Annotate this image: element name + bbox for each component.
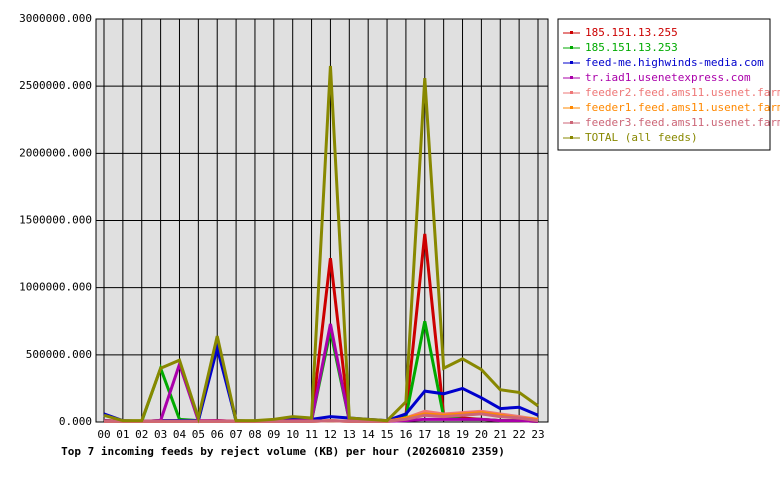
legend-label: TOTAL (all feeds) bbox=[585, 131, 698, 144]
x-tick-label: 13 bbox=[343, 428, 356, 441]
x-tick-label: 12 bbox=[324, 428, 337, 441]
chart-title: Top 7 incoming feeds by reject volume (K… bbox=[61, 445, 505, 458]
x-tick-label: 21 bbox=[494, 428, 507, 441]
x-tick-label: 06 bbox=[211, 428, 224, 441]
legend-label: feeder1.feed.ams11.usenet.farm bbox=[585, 101, 780, 114]
legend-label: feeder2.feed.ams11.usenet.farm bbox=[585, 86, 780, 99]
legend-label: 185.151.13.253 bbox=[585, 41, 678, 54]
x-tick-label: 10 bbox=[286, 428, 299, 441]
series-line bbox=[103, 65, 539, 424]
x-tick-label: 01 bbox=[116, 428, 129, 441]
legend-marker bbox=[570, 61, 573, 64]
x-tick-label: 17 bbox=[418, 428, 431, 441]
x-tick-label: 08 bbox=[248, 428, 261, 441]
legend-marker bbox=[570, 91, 573, 94]
x-tick-label: 15 bbox=[380, 428, 393, 441]
x-tick-label: 09 bbox=[267, 428, 280, 441]
x-tick-label: 02 bbox=[135, 428, 148, 441]
legend-box bbox=[557, 18, 771, 151]
y-tick-label: 1500000.000 bbox=[19, 214, 92, 227]
x-tick-label: 22 bbox=[513, 428, 526, 441]
x-tick-label: 19 bbox=[456, 428, 469, 441]
y-tick-label: 2000000.000 bbox=[19, 146, 92, 159]
x-tick-label: 18 bbox=[437, 428, 450, 441]
y-tick-label: 0.000 bbox=[59, 415, 92, 428]
legend-label: 185.151.13.255 bbox=[585, 26, 678, 39]
x-tick-label: 23 bbox=[531, 428, 544, 441]
legend-marker bbox=[570, 31, 573, 34]
x-tick-label: 04 bbox=[173, 428, 187, 441]
series-line bbox=[103, 323, 539, 423]
legend-label: tr.iad1.usenetexpress.com bbox=[585, 71, 751, 84]
y-tick-label: 500000.000 bbox=[26, 348, 92, 361]
y-tick-label: 1000000.000 bbox=[19, 281, 92, 294]
x-tick-label: 20 bbox=[475, 428, 488, 441]
legend-marker bbox=[570, 136, 573, 139]
x-tick-label: 16 bbox=[399, 428, 412, 441]
legend-marker bbox=[570, 76, 573, 79]
y-tick-label: 2500000.000 bbox=[19, 79, 92, 92]
x-tick-label: 03 bbox=[154, 428, 167, 441]
x-tick-label: 14 bbox=[362, 428, 376, 441]
legend-marker bbox=[570, 46, 573, 49]
legend-label: feed-me.highwinds-media.com bbox=[585, 56, 764, 69]
x-tick-label: 11 bbox=[305, 428, 318, 441]
legend-marker bbox=[570, 121, 573, 124]
legend-label: feeder3.feed.ams11.usenet.farm bbox=[585, 116, 780, 129]
legend-marker bbox=[570, 106, 573, 109]
x-tick-label: 05 bbox=[192, 428, 205, 441]
x-tick-label: 07 bbox=[229, 428, 242, 441]
series-line bbox=[104, 412, 539, 423]
x-tick-label: 00 bbox=[97, 428, 110, 441]
y-tick-label: 3000000.000 bbox=[19, 12, 92, 25]
